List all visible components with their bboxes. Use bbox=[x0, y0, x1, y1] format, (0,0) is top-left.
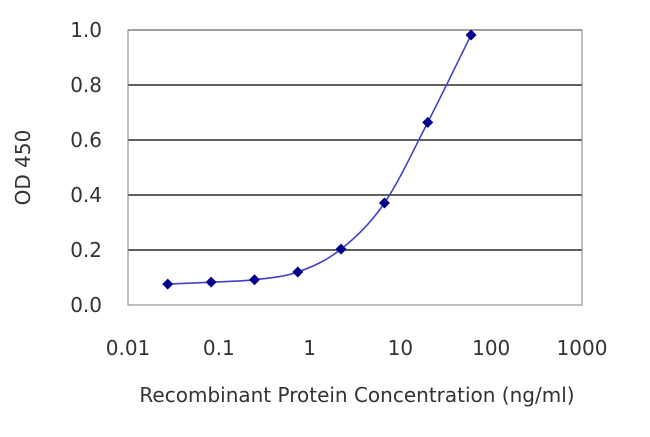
x-tick-label: 0.01 bbox=[106, 336, 151, 360]
data-point bbox=[162, 278, 174, 290]
data-point bbox=[292, 266, 304, 278]
x-tick-label: 100 bbox=[472, 336, 510, 360]
data-points bbox=[162, 29, 477, 290]
fit-curve bbox=[167, 34, 472, 285]
y-axis-ticks: 0.0 0.2 0.4 0.6 0.8 1.0 bbox=[70, 18, 102, 317]
data-point bbox=[465, 29, 477, 41]
y-tick-label: 0.8 bbox=[70, 73, 102, 97]
x-tick-label: 0.1 bbox=[203, 336, 235, 360]
data-point bbox=[205, 276, 217, 288]
x-tick-label: 10 bbox=[388, 336, 413, 360]
data-point bbox=[422, 116, 434, 128]
data-point bbox=[378, 197, 390, 209]
x-tick-label: 1000 bbox=[557, 336, 608, 360]
grid-lines bbox=[128, 29, 582, 251]
y-tick-label: 0.4 bbox=[70, 183, 102, 207]
y-axis-title: OD 450 bbox=[11, 130, 35, 206]
y-tick-label: 1.0 bbox=[70, 18, 102, 42]
data-point bbox=[335, 243, 347, 255]
y-tick-label: 0.2 bbox=[70, 238, 102, 262]
x-axis-title: Recombinant Protein Concentration (ng/ml… bbox=[139, 383, 574, 407]
y-tick-label: 0.6 bbox=[70, 128, 102, 152]
y-tick-label: 0.0 bbox=[70, 293, 102, 317]
plot-frame bbox=[127, 29, 583, 306]
x-axis-ticks: 0.01 0.1 1 10 100 1000 bbox=[106, 336, 608, 360]
x-tick-label: 1 bbox=[303, 336, 316, 360]
data-point bbox=[248, 274, 260, 286]
